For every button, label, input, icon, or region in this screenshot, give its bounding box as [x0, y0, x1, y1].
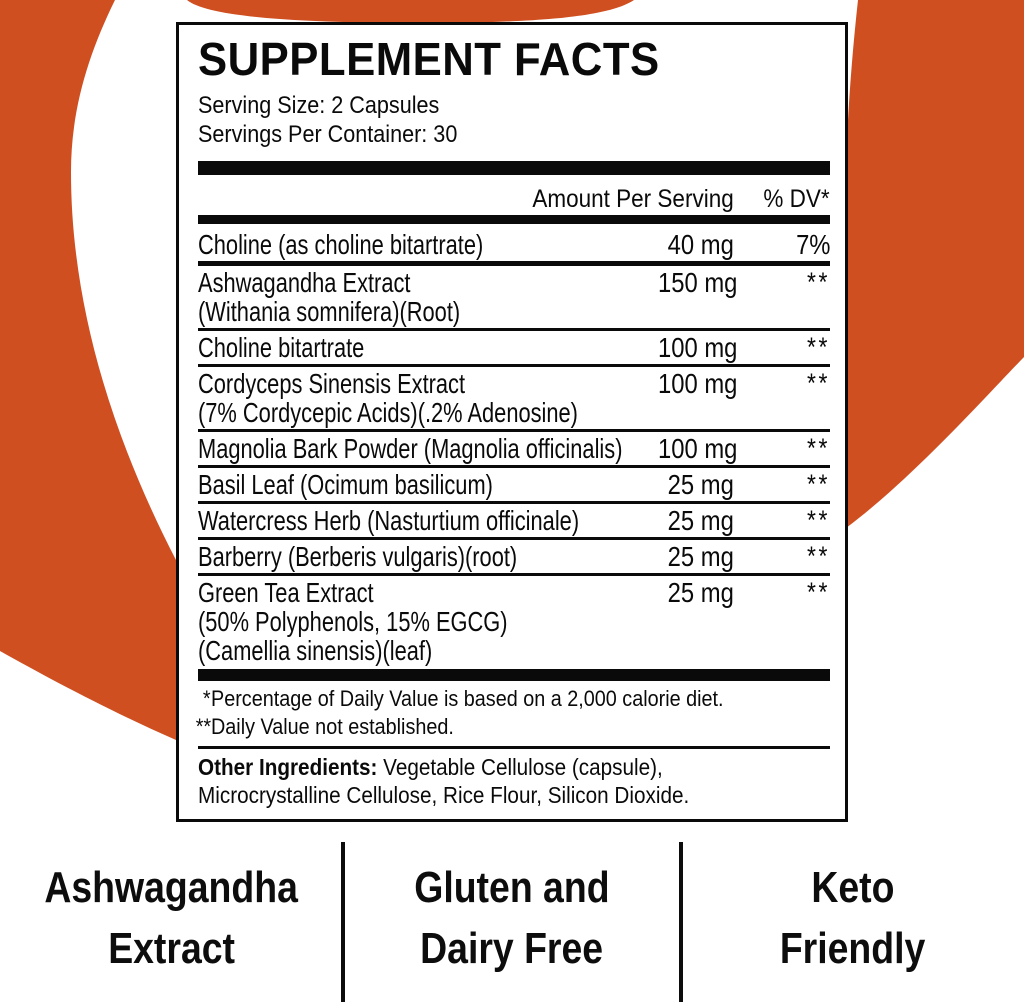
thin-rule-footnote	[198, 746, 830, 749]
badge-line: Extract	[108, 924, 235, 973]
ingredient-name: Watercress Herb (Nasturtium officinale)	[198, 505, 580, 536]
footnote-text: Daily Value not established.	[211, 713, 454, 739]
thick-rule-top	[198, 161, 830, 175]
servings-per-container: Servings Per Container: 30	[198, 121, 458, 148]
amount-per-serving-header: Amount Per Serving	[532, 185, 734, 213]
orange-circle-right-shape	[846, 0, 1024, 528]
badge-line: Dairy Free	[420, 924, 604, 973]
ingredient-amount: 40 mg	[667, 229, 734, 260]
ingredient-row: Cordyceps Sinensis Extract (7% Cordycepic…	[198, 367, 830, 432]
ingredient-name: Green Tea Extract (50% Polyphenols, 15% E…	[198, 577, 508, 666]
ingredient-dv: **	[807, 368, 830, 398]
ingredient-amount: 25 mg	[667, 505, 734, 536]
ingredient-amount: 100 mg	[658, 368, 738, 399]
other-ingredients: Other Ingredients: Vegetable Cellulose (…	[198, 753, 830, 809]
ingredient-row: Watercress Herb (Nasturtium officinale) 2…	[198, 504, 830, 540]
ingredient-row: Ashwagandha Extract (Withania somnifera)(…	[198, 266, 830, 331]
ingredient-amount: 100 mg	[658, 433, 738, 464]
ingredient-row: Choline (as choline bitartrate) 40 mg 7%	[198, 228, 830, 266]
badge-keto-friendly: Keto Friendly	[681, 830, 1024, 1006]
ingredient-row: Basil Leaf (Ocimum basilicum) 25 mg **	[198, 468, 830, 504]
serving-info: Serving Size: 2 Capsules Servings Per Co…	[198, 91, 830, 149]
ingredient-row: Magnolia Bark Powder (Magnolia officinal…	[198, 432, 830, 468]
feature-badges-band: Ashwagandha Extract Gluten and Dairy Fre…	[0, 830, 1024, 1006]
ingredient-name: Choline (as choline bitartrate)	[198, 229, 484, 260]
ingredient-amount: 25 mg	[667, 541, 734, 572]
ingredient-name: Barberry (Berberis vulgaris)(root)	[198, 541, 518, 572]
ingredient-name: Choline bitartrate	[198, 332, 365, 363]
other-ingredients-line1: Vegetable Cellulose (capsule),	[377, 754, 663, 780]
thick-rule-header	[198, 215, 830, 224]
footnote-text: Percentage of Daily Value is based on a …	[211, 686, 724, 711]
supplement-facts-panel: SUPPLEMENT FACTS Serving Size: 2 Capsule…	[176, 22, 848, 822]
badge-line: Friendly	[779, 924, 926, 973]
ingredient-amount: 150 mg	[658, 267, 738, 298]
ingredient-name: Cordyceps Sinensis Extract (7% Cordycepic…	[198, 368, 578, 428]
percent-dv-header: % DV*	[763, 185, 830, 213]
ingredient-dv: **	[807, 505, 830, 535]
ingredient-dv: **	[807, 469, 830, 499]
ingredient-name: Basil Leaf (Ocimum basilicum)	[198, 469, 493, 500]
ingredient-rows: Choline (as choline bitartrate) 40 mg 7% As…	[198, 228, 830, 667]
ingredient-dv: **	[807, 577, 830, 607]
orange-ring-left-shape	[0, 0, 176, 740]
ingredient-amount: 25 mg	[667, 577, 734, 608]
badge-line: Gluten and	[414, 863, 610, 912]
badge-line: Ashwagandha	[44, 863, 299, 912]
ingredient-name: Magnolia Bark Powder (Magnolia officinal…	[198, 433, 623, 464]
ingredient-dv: **	[807, 332, 830, 362]
ingredient-row: Choline bitartrate 100 mg **	[198, 331, 830, 367]
ingredient-row: Green Tea Extract (50% Polyphenols, 15% E…	[198, 576, 830, 667]
column-header-row: Amount Per Serving % DV*	[198, 183, 830, 213]
badge-line: Keto	[810, 863, 895, 912]
footnote-daily-value: * Percentage of Daily Value is based on …	[198, 685, 830, 713]
badge-divider	[679, 842, 683, 1002]
badge-divider	[341, 842, 345, 1002]
other-ingredients-line2: Microcrystalline Cellulose, Rice Flour, …	[198, 782, 690, 808]
badge-ashwagandha-extract: Ashwagandha Extract	[0, 830, 343, 1006]
badge-gluten-dairy-free: Gluten and Dairy Free	[343, 830, 681, 1006]
ingredient-dv: **	[807, 541, 830, 571]
panel-title: SUPPLEMENT FACTS	[198, 33, 660, 85]
thick-rule-bottom	[198, 669, 830, 681]
footnote-marker: *	[203, 686, 211, 711]
orange-arc-top-shape	[187, 0, 634, 23]
ingredient-dv: **	[807, 267, 830, 297]
serving-size: Serving Size: 2 Capsules	[198, 92, 440, 119]
ingredient-amount: 25 mg	[667, 469, 734, 500]
ingredient-row: Barberry (Berberis vulgaris)(root) 25 mg *…	[198, 540, 830, 576]
ingredient-dv: 7%	[795, 229, 830, 260]
footnote-marker: **	[195, 713, 211, 739]
other-ingredients-label: Other Ingredients:	[198, 754, 378, 780]
footnotes: * Percentage of Daily Value is based on …	[195, 685, 830, 741]
ingredient-amount: 100 mg	[658, 332, 738, 363]
ingredient-dv: **	[807, 433, 830, 463]
footnote-not-established: ** Daily Value not established.	[195, 713, 830, 741]
ingredient-name: Ashwagandha Extract (Withania somnifera)(…	[198, 267, 461, 327]
